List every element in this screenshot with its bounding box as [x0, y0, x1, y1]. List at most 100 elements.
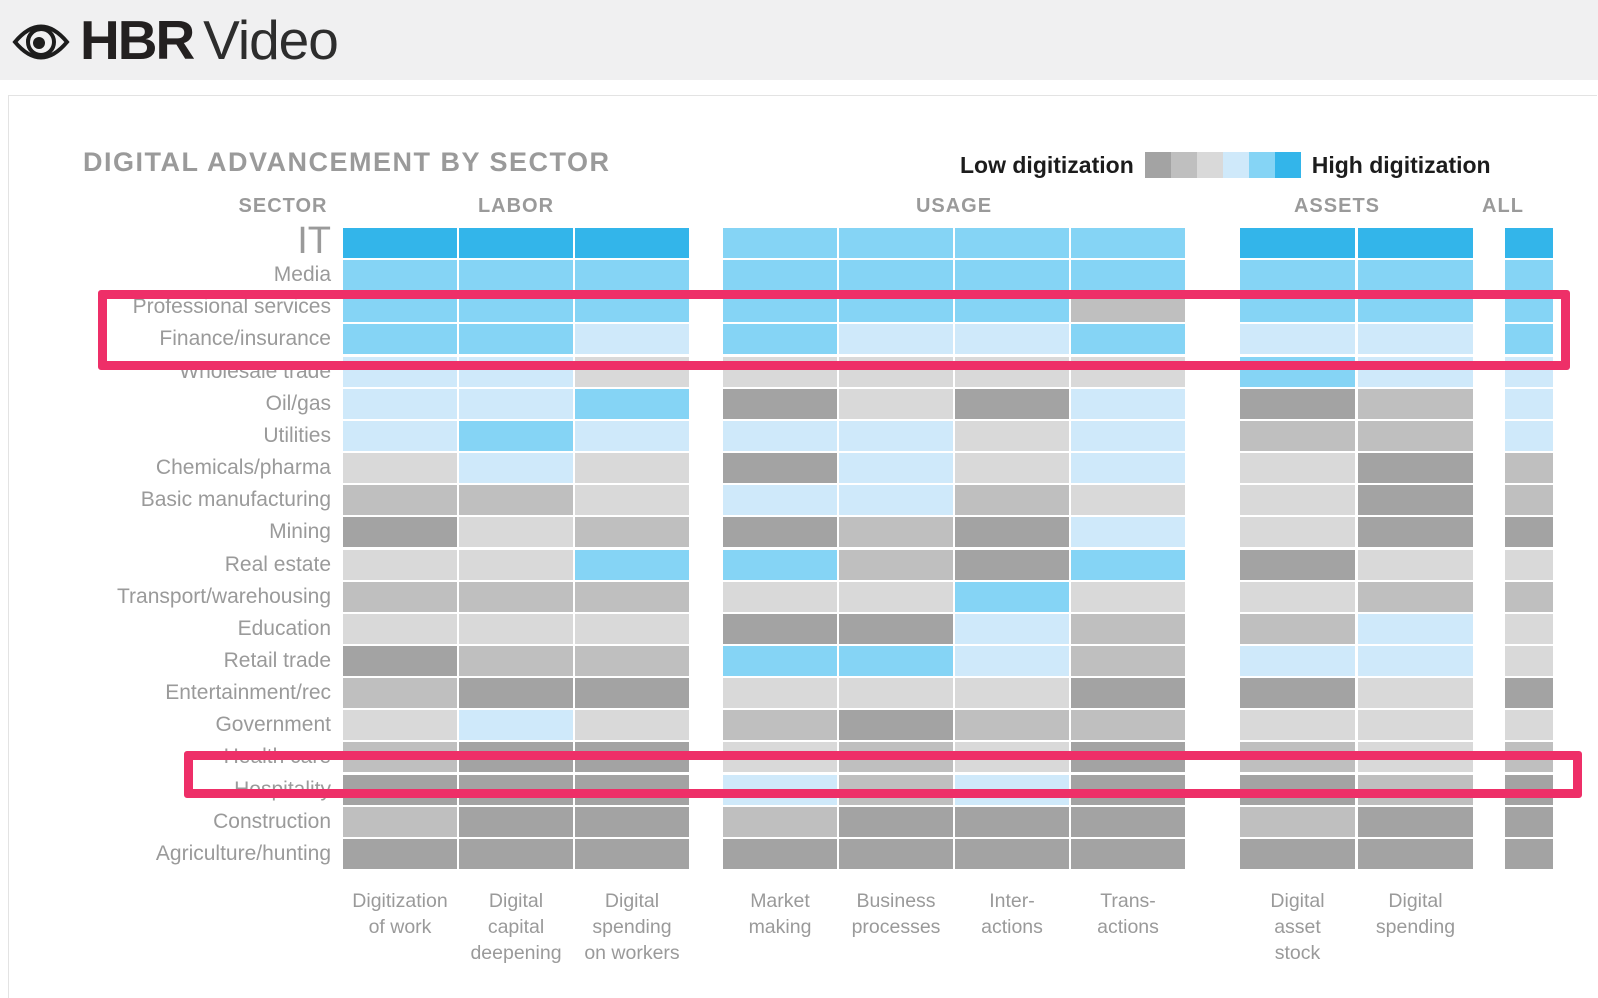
heatmap-cell: [343, 356, 457, 387]
heatmap-cell: [459, 485, 573, 516]
heatmap-cell: [343, 581, 457, 612]
heatmap-cell: [1071, 292, 1185, 323]
row-label: Media: [273, 263, 331, 287]
heatmap-cell: [1505, 485, 1553, 516]
heatmap-cell: [1505, 388, 1553, 419]
heatmap-cell: [1071, 581, 1185, 612]
heatmap-cell: [575, 549, 689, 580]
heatmap-cell: [723, 806, 837, 837]
heatmap-cell: [955, 517, 1069, 548]
row-label: Wholesale trade: [179, 359, 331, 383]
heatmap-cell: [1505, 613, 1553, 644]
heatmap-cell: [1240, 645, 1355, 676]
heatmap-cell: [459, 678, 573, 709]
heatmap-cell: [839, 774, 953, 805]
heatmap-cell: [1240, 388, 1355, 419]
heatmap-cell: [343, 678, 457, 709]
heatmap-cell: [575, 453, 689, 484]
heatmap-cell: [1358, 581, 1473, 612]
legend-swatch-3: [1196, 152, 1223, 178]
row-label: Retail trade: [223, 648, 331, 672]
heatmap-cell: [839, 420, 953, 451]
heatmap-cell: [723, 260, 837, 291]
heatmap-cell: [575, 324, 689, 355]
heatmap-cell: [723, 581, 837, 612]
column-label: Digitization of work: [352, 890, 448, 938]
heatmap-cell: [839, 645, 953, 676]
heatmap-cell: [955, 260, 1069, 291]
heatmap-cell: [343, 228, 457, 258]
column-label: Business processes: [851, 890, 941, 938]
heatmap-cell: [1240, 324, 1355, 355]
row-label: Finance/insurance: [159, 327, 331, 351]
row-label: Construction: [213, 809, 331, 833]
row-label: Utilities: [263, 423, 331, 447]
heatmap-cell: [459, 453, 573, 484]
heatmap-cell: [1358, 292, 1473, 323]
heatmap-cell: [1240, 517, 1355, 548]
heatmap-cell: [575, 678, 689, 709]
heatmap-cell: [459, 710, 573, 741]
heatmap-cell: [343, 324, 457, 355]
row-label: Chemicals/pharma: [155, 456, 331, 480]
heatmap-cell: [1505, 838, 1553, 869]
heatmap-cell: [575, 838, 689, 869]
heatmap-cell: [723, 485, 837, 516]
column-label: Trans- actions: [1097, 890, 1159, 938]
heatmap-cell: [1505, 260, 1553, 291]
heatmap-cell: [575, 774, 689, 805]
heatmap-cell: [955, 645, 1069, 676]
heatmap-cell: [955, 356, 1069, 387]
heatmap-cell: [459, 645, 573, 676]
row-label: Basic manufacturing: [140, 488, 331, 512]
heatmap-cell: [955, 710, 1069, 741]
legend: Low digitization High digitization: [960, 150, 1491, 180]
heatmap-cell: [1358, 710, 1473, 741]
heatmap-cell: [575, 228, 689, 258]
heatmap-cell: [839, 388, 953, 419]
heatmap-cell: [723, 645, 837, 676]
heatmap-cell: [343, 710, 457, 741]
heatmap-cell: [1240, 806, 1355, 837]
row-label: Hospitality: [234, 777, 331, 801]
heatmap-cell: [459, 260, 573, 291]
heatmap-cell: [459, 549, 573, 580]
heatmap-cell: [1358, 388, 1473, 419]
heatmap-cell: [955, 678, 1069, 709]
heatmap-cell: [459, 613, 573, 644]
heatmap-cell: [1358, 228, 1473, 258]
heatmap-cell: [839, 228, 953, 258]
heatmap-cell: [955, 581, 1069, 612]
heatmap-cell: [839, 806, 953, 837]
heatmap-cell: [1358, 260, 1473, 291]
heatmap-cell: [1505, 324, 1553, 355]
legend-low-label: Low digitization: [960, 151, 1134, 178]
heatmap-cell: [955, 292, 1069, 323]
heatmap-cell: [459, 838, 573, 869]
heatmap-cell: [839, 260, 953, 291]
heatmap-cell: [459, 228, 573, 258]
row-label: Transport/warehousing: [117, 584, 331, 608]
group-header-all: ALL: [1482, 195, 1524, 217]
heatmap-cell: [723, 292, 837, 323]
heatmap-cell: [343, 549, 457, 580]
heatmap-cell: [343, 420, 457, 451]
heatmap-cell: [459, 388, 573, 419]
heatmap-cell: [459, 517, 573, 548]
heatmap-cell: [839, 324, 953, 355]
column-label: Market making: [748, 890, 812, 938]
heatmap-cell: [575, 742, 689, 773]
column-label: Digital spending on workers: [584, 890, 680, 964]
heatmap-cell: [1358, 517, 1473, 548]
heatmap-cell: [955, 453, 1069, 484]
heatmap-cell: [1240, 453, 1355, 484]
heatmap-cell: [839, 549, 953, 580]
heatmap-cell: [343, 613, 457, 644]
heatmap-cell: [723, 774, 837, 805]
heatmap-cell: [1240, 228, 1355, 258]
heatmap-cell: [1240, 581, 1355, 612]
heatmap-cell: [1071, 645, 1185, 676]
row-label: Real estate: [224, 552, 331, 576]
heatmap-cell: [1505, 228, 1553, 258]
heatmap-cell: [1358, 645, 1473, 676]
